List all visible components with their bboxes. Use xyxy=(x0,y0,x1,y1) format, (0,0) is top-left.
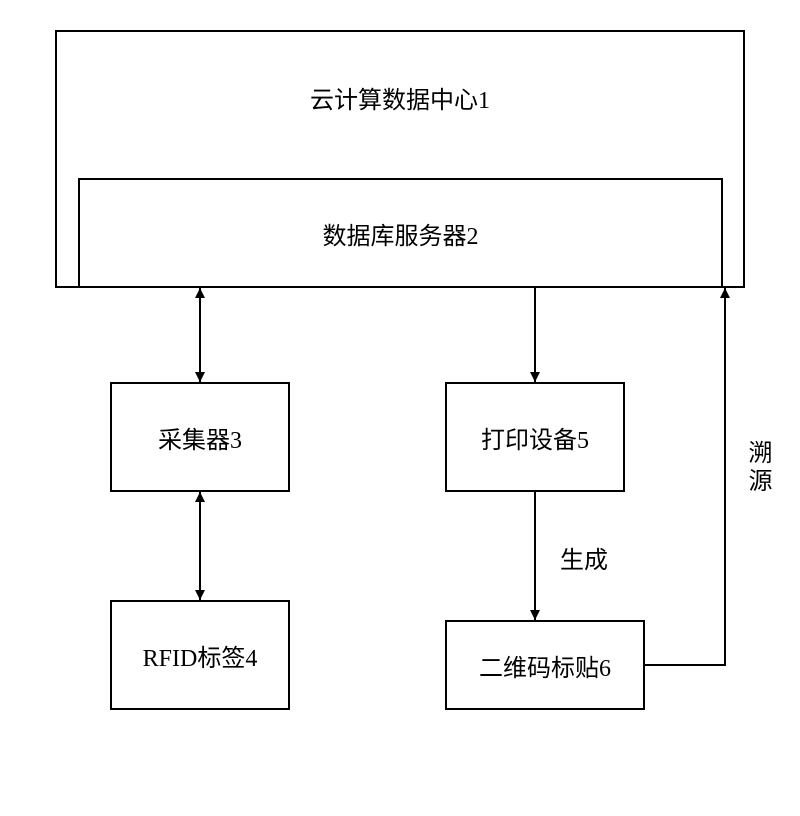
node-db: 数据库服务器2 xyxy=(78,178,723,288)
node-rfid-label: RFID标签4 xyxy=(143,638,258,673)
edge-label-trace: 溯源 xyxy=(740,440,775,496)
node-printer-label: 打印设备5 xyxy=(481,420,589,455)
edge-label-generate: 生成 xyxy=(560,540,608,575)
node-collector-label: 采集器3 xyxy=(158,420,242,455)
node-cloud-label: 云计算数据中心1 xyxy=(310,80,490,115)
diagram-canvas: 云计算数据中心1 数据库服务器2 采集器3 RFID标签4 打印设备5 二维码标… xyxy=(0,0,800,816)
node-qr-label: 二维码标贴6 xyxy=(479,648,611,683)
edge-qr-db xyxy=(645,288,725,665)
node-qr: 二维码标贴6 xyxy=(445,620,645,710)
node-printer: 打印设备5 xyxy=(445,382,625,492)
node-collector: 采集器3 xyxy=(110,382,290,492)
node-rfid: RFID标签4 xyxy=(110,600,290,710)
node-db-label: 数据库服务器2 xyxy=(323,216,479,251)
